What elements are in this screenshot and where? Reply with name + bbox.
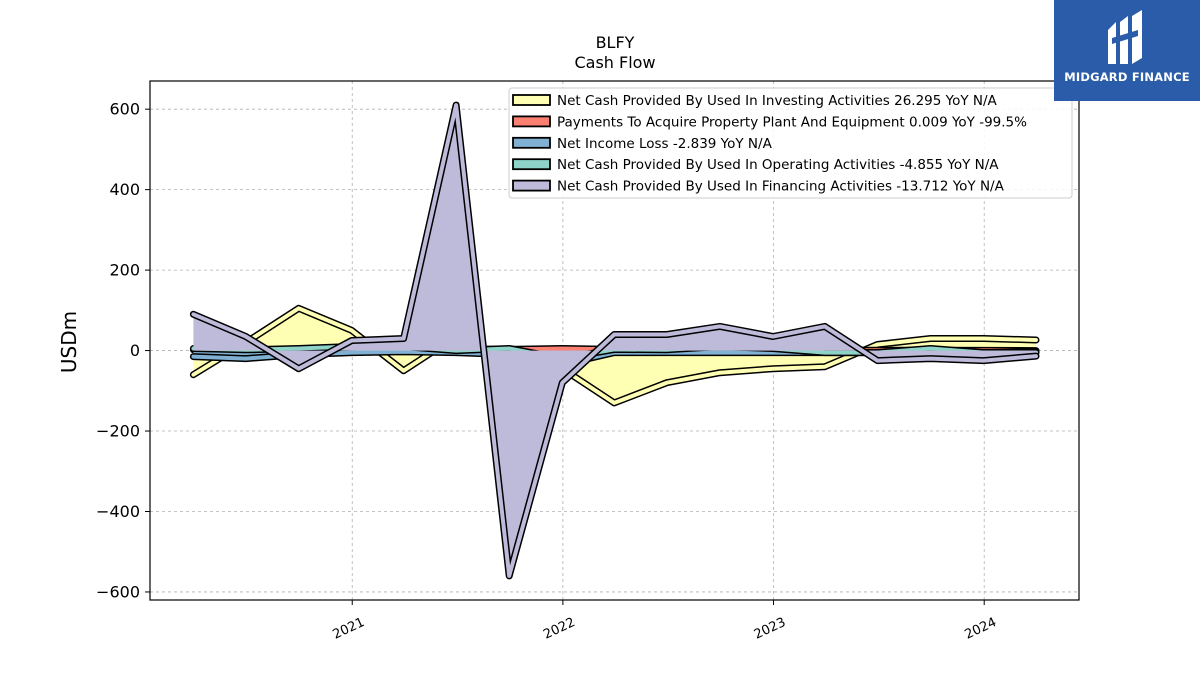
y-tick-label: 400: [109, 180, 140, 199]
legend-label: Net Cash Provided By Used In Investing A…: [557, 93, 998, 109]
legend-swatch: [512, 94, 551, 106]
legend-swatch: [512, 179, 551, 192]
x-tick-label: 2022: [541, 615, 577, 643]
legend-swatch: [512, 115, 551, 128]
y-axis: 600 400 200 0 −200 −400 −600: [96, 100, 150, 601]
y-tick-label: 600: [109, 100, 140, 119]
x-axis: 2021 2022 2023 2024: [331, 600, 999, 643]
y-tick-label: −600: [96, 582, 140, 601]
x-tick-label: 2023: [752, 615, 788, 643]
series-group: [189, 101, 1040, 580]
legend-label: Net Cash Provided By Used In Financing A…: [557, 179, 1005, 195]
x-tick-label: 2024: [963, 615, 999, 643]
legend-swatch: [512, 136, 551, 149]
series-line-0: [191, 306, 1038, 405]
legend-swatch: [512, 158, 551, 171]
chart-title: BLFY: [596, 33, 635, 52]
legend-box: [508, 87, 1073, 199]
brand-name: MIDGARD FINANCE: [1064, 70, 1190, 84]
series-line-4: [191, 103, 1038, 578]
legend-label: Net Cash Provided By Used In Operating A…: [557, 157, 999, 173]
legend-label: Net Income Loss -2.839 YoY N/A: [557, 136, 773, 152]
chart-subtitle: Cash Flow: [574, 53, 655, 72]
y-tick-label: 200: [109, 261, 140, 280]
y-axis-label: USDm: [57, 311, 81, 373]
legend: Net Cash Provided By Used In Investing A…: [508, 87, 1073, 199]
brand-logo: MIDGARD FINANCE: [1054, 0, 1200, 101]
y-tick-label: −400: [96, 502, 140, 521]
series-area-4: [193, 105, 1036, 576]
y-tick-label: 0: [130, 341, 140, 360]
logo-mark-icon: [1108, 10, 1142, 64]
x-tick-label: 2021: [331, 615, 367, 643]
plot-frame: [149, 80, 1080, 601]
legend-label: Payments To Acquire Property Plant And E…: [557, 114, 1027, 130]
y-tick-label: −200: [96, 422, 140, 441]
